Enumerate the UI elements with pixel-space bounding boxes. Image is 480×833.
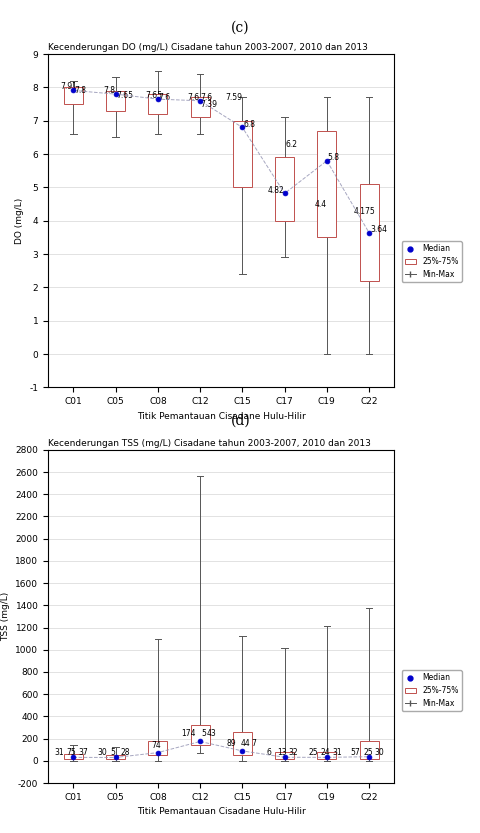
Bar (106, 91, 125, 111)
Text: 57: 57 (350, 748, 360, 756)
Text: (c): (c) (231, 21, 249, 35)
Text: 31: 31 (331, 748, 341, 756)
X-axis label: Titik Pemantauan Cisadane Hulu-Hilir: Titik Pemantauan Cisadane Hulu-Hilir (137, 412, 305, 421)
Text: 24: 24 (320, 748, 330, 756)
Bar (190, 97, 209, 117)
Text: 7.65: 7.65 (145, 92, 162, 101)
Text: 75: 75 (67, 748, 76, 756)
Text: 4.175: 4.175 (353, 207, 374, 216)
Text: 7.65: 7.65 (116, 92, 133, 101)
Bar (190, 726, 209, 746)
Bar (64, 754, 83, 759)
Y-axis label: TSS (mg/L): TSS (mg/L) (1, 591, 10, 641)
Text: 4.4: 4.4 (314, 200, 326, 209)
Text: 5: 5 (110, 748, 115, 756)
Bar (148, 741, 167, 755)
Text: 7.91: 7.91 (60, 82, 77, 91)
Text: 28: 28 (120, 748, 130, 756)
Text: 43: 43 (206, 729, 216, 738)
Text: 6.8: 6.8 (243, 120, 255, 129)
Bar (359, 741, 378, 759)
Text: 5.8: 5.8 (327, 153, 339, 162)
Legend: Median, 25%-75%, Min-Max: Median, 25%-75%, Min-Max (401, 242, 461, 282)
Text: 3.64: 3.64 (369, 225, 386, 234)
Bar (148, 94, 167, 114)
Text: 7: 7 (251, 740, 256, 748)
Text: Kecenderungan TSS (mg/L) Cisadane tahun 2003-2007, 2010 dan 2013: Kecenderungan TSS (mg/L) Cisadane tahun … (48, 439, 370, 447)
Text: 6: 6 (265, 748, 270, 756)
Bar (275, 752, 293, 759)
Bar (232, 121, 252, 187)
Text: 32: 32 (288, 748, 297, 756)
Text: 30: 30 (97, 748, 107, 756)
Legend: Median, 25%-75%, Min-Max: Median, 25%-75%, Min-Max (401, 671, 461, 711)
X-axis label: Titik Pemantauan Cisadane Hulu-Hilir: Titik Pemantauan Cisadane Hulu-Hilir (137, 807, 305, 816)
Text: 30: 30 (373, 748, 383, 756)
Text: 89: 89 (226, 740, 236, 748)
Text: 7.6: 7.6 (187, 93, 199, 102)
Text: 31: 31 (55, 748, 64, 756)
Bar (232, 732, 252, 756)
Bar (64, 87, 83, 104)
Text: 7.6: 7.6 (200, 93, 212, 102)
Text: 7.39: 7.39 (200, 100, 217, 109)
Text: 74: 74 (151, 741, 161, 750)
Bar (106, 756, 125, 760)
Text: 37: 37 (78, 748, 88, 756)
Bar (317, 131, 336, 237)
Text: (d): (d) (230, 414, 250, 428)
Text: 13: 13 (276, 748, 286, 756)
Text: 174: 174 (181, 729, 196, 738)
Bar (275, 157, 293, 221)
Text: 7.6: 7.6 (158, 93, 170, 102)
Text: 7.8: 7.8 (103, 87, 115, 96)
Y-axis label: DO (mg/L): DO (mg/L) (15, 197, 24, 244)
Text: 6.2: 6.2 (285, 140, 297, 149)
Bar (317, 752, 336, 760)
Text: 25: 25 (308, 748, 317, 756)
Text: 4.82: 4.82 (267, 186, 284, 195)
Text: 7.8: 7.8 (74, 87, 86, 96)
Bar (359, 184, 378, 281)
Text: 44: 44 (240, 740, 250, 748)
Text: 5: 5 (202, 729, 206, 738)
Text: 7.59: 7.59 (225, 93, 241, 102)
Text: Kecenderungan DO (mg/L) Cisadane tahun 2003-2007, 2010 dan 2013: Kecenderungan DO (mg/L) Cisadane tahun 2… (48, 43, 367, 52)
Text: 25: 25 (362, 748, 372, 756)
